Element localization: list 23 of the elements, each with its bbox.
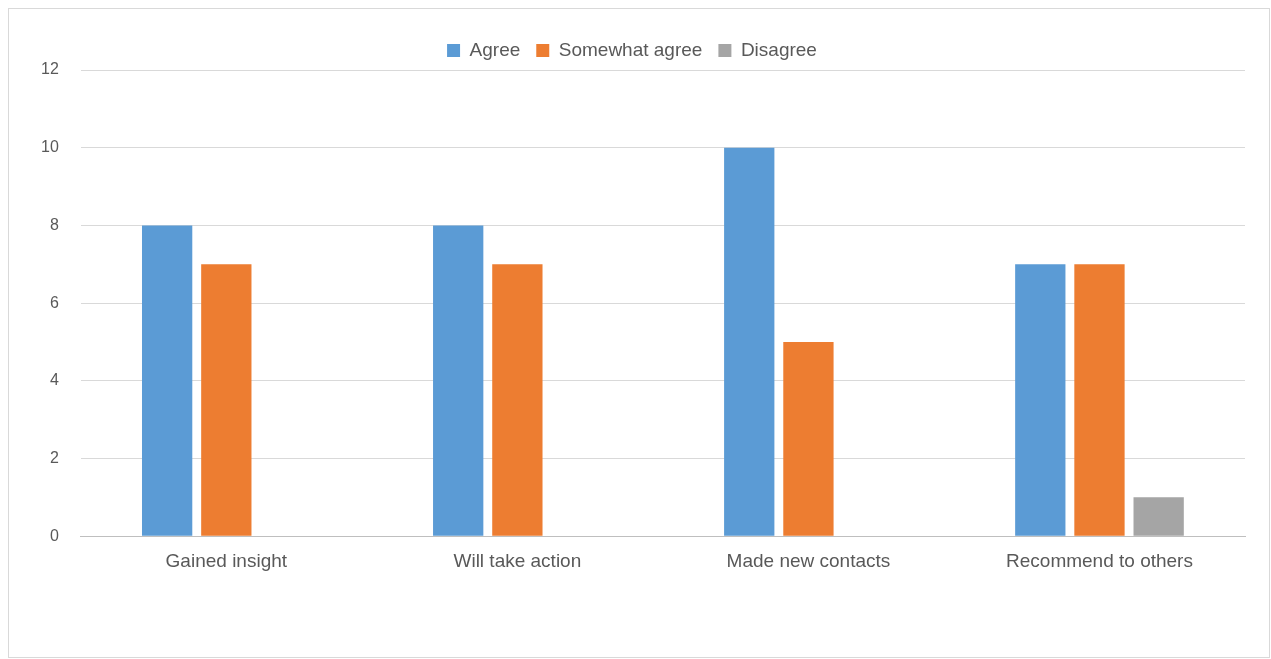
bar [1015, 264, 1066, 536]
y-tick-label: 8 [49, 215, 59, 233]
y-tick-label: 2 [49, 448, 59, 466]
bar [783, 341, 834, 536]
x-tick-label: Will take action [453, 549, 582, 571]
x-tick-label: Recommend to others [1006, 549, 1193, 571]
bar [724, 147, 775, 536]
bar [141, 225, 193, 536]
bar [1133, 497, 1184, 536]
x-tick-label: Made new contacts [726, 549, 891, 571]
bar [201, 264, 252, 536]
x-tick-label: Gained insight [165, 549, 288, 571]
legend-label: Agree [469, 38, 521, 60]
legend-label: Somewhat agree [558, 38, 703, 60]
y-tick-label: 6 [49, 293, 59, 311]
y-tick-label: 4 [49, 371, 59, 389]
legend-label: Disagree [740, 38, 817, 60]
y-tick-label: 0 [49, 526, 59, 544]
bar [433, 225, 484, 536]
y-tick-label: 12 [41, 60, 59, 78]
y-tick-label: 10 [41, 138, 59, 156]
bar [492, 264, 543, 536]
bar [1074, 264, 1125, 536]
